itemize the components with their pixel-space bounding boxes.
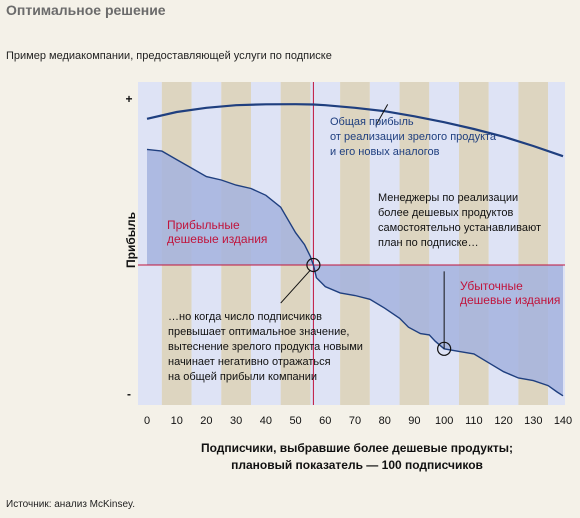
source-note: Источник: анализ McKinsey. (6, 499, 136, 510)
x-tick-label: 110 (465, 415, 483, 427)
leader-line (280, 269, 311, 304)
unprofitable-label: дешевые издания (460, 293, 560, 307)
chart-title: Оптимальное решение (6, 2, 166, 18)
markers (306, 257, 452, 356)
marker-circle (437, 341, 452, 356)
band (399, 82, 430, 405)
excess-label: вытеснение зрелого продукта новыми (168, 341, 363, 353)
y-axis-label: Прибыль (124, 212, 138, 268)
x-tick-label: 120 (494, 415, 512, 427)
annotations: Общая прибыль от реализации зрелого проду… (124, 92, 560, 472)
chart-subtitle: Пример медиакомпании, предоставляющей ус… (6, 50, 332, 62)
excess-label: на общей прибыли компании (168, 371, 317, 383)
profitable-label: Прибыльные (167, 218, 240, 232)
excess-label: …но когда число подписчиков (168, 311, 322, 323)
x-tick-label: 100 (435, 415, 453, 427)
band (310, 82, 341, 405)
total-profit-label: от реализации зрелого продукта (330, 131, 497, 143)
y-bottom-label: - (127, 387, 131, 401)
x-tick-label: 70 (349, 415, 361, 427)
x-axis-label: плановый показатель — 100 подписчиков (231, 458, 483, 472)
total-profit-label: Общая прибыль (330, 116, 414, 128)
managers-label: более дешевых продуктов (378, 207, 514, 219)
x-tick-label: 40 (260, 415, 272, 427)
x-axis-ticks: 0 10 20 30 40 50 60 70 80 90 100 110 120 130 140 (144, 415, 572, 427)
x-tick-label: 80 (379, 415, 391, 427)
unprofitable-label: Убыточные (460, 279, 523, 293)
x-tick-label: 60 (319, 415, 331, 427)
cheap-editions-curve (146, 148, 564, 397)
x-tick-label: 130 (524, 415, 542, 427)
x-tick-label: 90 (408, 415, 420, 427)
x-tick-label: 0 (144, 415, 150, 427)
managers-label: план по подписке… (378, 237, 479, 249)
x-tick-label: 10 (171, 415, 183, 427)
profitable-label: дешевые издания (167, 232, 267, 246)
annotation-leaders (280, 104, 445, 349)
band (369, 82, 400, 405)
cheap-editions-area (147, 149, 563, 396)
marker-circle (306, 257, 321, 273)
x-tick-label: 50 (289, 415, 301, 427)
total-profit-label: и его новых аналогов (330, 146, 440, 158)
leader-line (375, 104, 389, 126)
x-tick-label: 20 (200, 415, 212, 427)
excess-label: начинает негативно отражаться (168, 356, 331, 368)
excess-label: превышает оптимальное значение, (168, 326, 349, 338)
x-tick-label: 30 (230, 415, 242, 427)
managers-label: самостоятельно устанавливают (378, 222, 541, 234)
total-profit-curve (146, 103, 564, 158)
y-top-label: + (125, 92, 132, 106)
x-axis-label: Подписчики, выбравшие более дешевые прод… (201, 441, 513, 455)
x-tick-label: 140 (554, 415, 572, 427)
band (340, 82, 370, 405)
managers-label: Менеджеры по реализации (378, 192, 518, 204)
